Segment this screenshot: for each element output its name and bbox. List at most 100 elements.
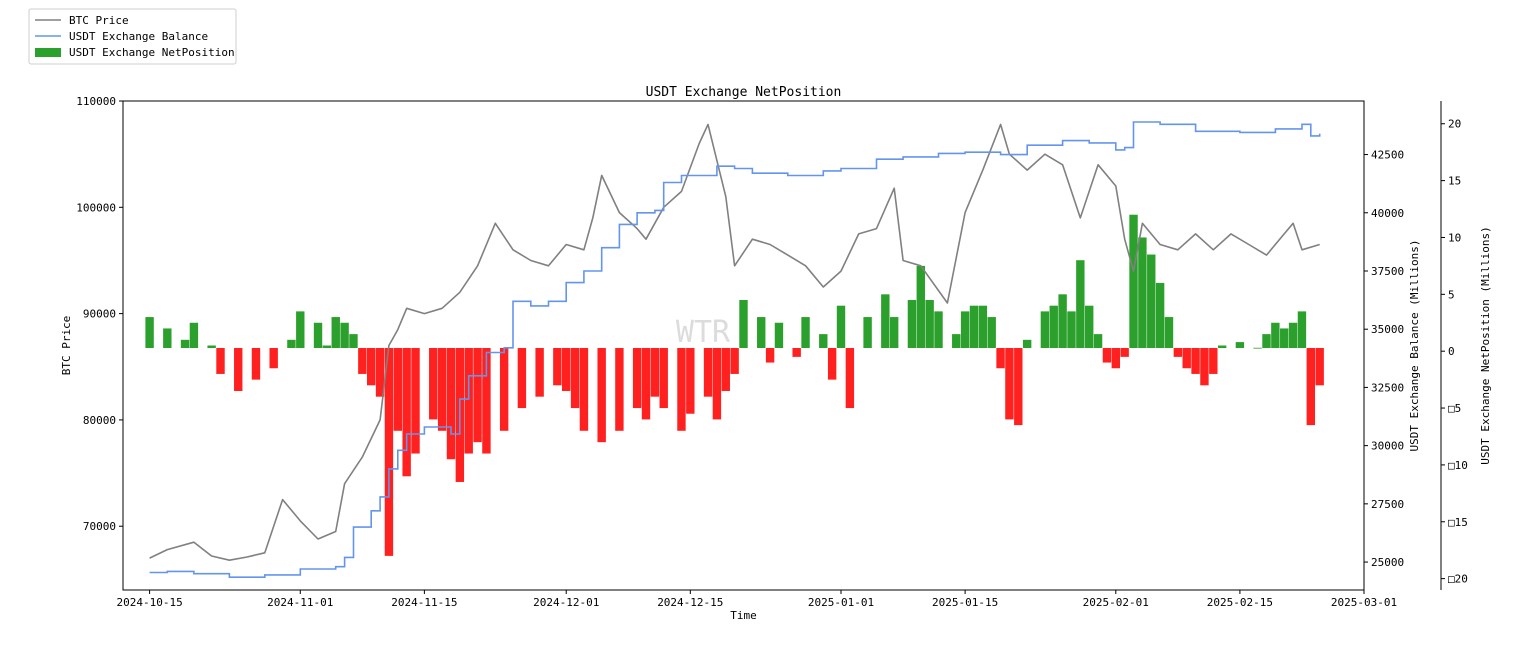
legend-label-1: USDT Exchange Balance: [69, 30, 208, 43]
netposition-bar-55: [819, 334, 828, 348]
netposition-bar-20: [393, 348, 402, 431]
x-axis-label: Time: [730, 609, 757, 622]
netposition-bar-86: [1138, 237, 1147, 348]
netposition-bar-64: [925, 300, 934, 348]
netposition-bar-9: [287, 339, 296, 348]
netposition-bar-2: [180, 339, 190, 348]
netposition-bar-24: [437, 348, 447, 431]
chart-title: USDT Exchange NetPosition: [646, 85, 842, 100]
legend-label-0: BTC Price: [69, 14, 129, 27]
netposition-bar-16: [358, 348, 367, 374]
netposition-bar-96: [1235, 342, 1245, 348]
netposition-bar-101: [1288, 322, 1298, 348]
netposition-bar-34: [562, 348, 571, 391]
netposition-bar-104: [1315, 348, 1324, 386]
y-right1-tick-label-1: 27500: [1371, 498, 1404, 511]
netposition-bar-42: [659, 348, 668, 409]
chart-labels: WTR USDT Exchange NetPosition Time BTC Pric…: [60, 85, 1492, 622]
netposition-bar-36: [579, 348, 589, 431]
y-left-tick-label-4: 110000: [76, 95, 116, 108]
netposition-bar-98: [1262, 334, 1271, 348]
netposition-bar-82: [1102, 348, 1112, 363]
netposition-bar-70: [987, 317, 996, 348]
netposition-bar-37: [597, 348, 606, 443]
netposition-bar-72: [1005, 348, 1014, 420]
series-lines: [149, 121, 1321, 579]
y-right2-axis-label: USDT Exchange NetPosition (Millions): [1479, 226, 1492, 464]
netposition-bar-11: [313, 322, 323, 348]
x-tick-label-6: 2025-01-15: [932, 596, 998, 609]
netposition-bar-6: [234, 348, 243, 391]
netposition-bar-7: [251, 348, 261, 380]
netposition-bar-65: [934, 311, 943, 348]
netposition-bar-22: [411, 348, 420, 454]
plot-frame: [122, 100, 1365, 591]
netposition-bar-45: [703, 348, 713, 397]
netposition-bar-54: [801, 317, 810, 348]
netposition-bar-57: [836, 305, 846, 348]
y-right2-tick-label-3: 5: [1448, 288, 1455, 301]
y-right2-tick-label-5: □5: [1448, 402, 1461, 415]
netposition-bar-102: [1297, 311, 1307, 348]
y-right1-tick-label-2: 30000: [1371, 440, 1404, 453]
netposition-bar-17: [367, 348, 376, 386]
netposition-bar-13: [331, 317, 340, 348]
legend: BTC Price USDT Exchange Balance USDT Excha…: [28, 8, 237, 65]
x-tick-label-0: 2024-10-15: [116, 596, 182, 609]
netposition-bar-75: [1040, 311, 1050, 348]
netposition-bar-73: [1014, 348, 1023, 426]
netposition-bar-79: [1076, 260, 1085, 348]
netposition-bar-28: [473, 348, 482, 443]
netposition-bar-46: [712, 348, 722, 420]
y-left-tick-label-2: 90000: [83, 308, 116, 321]
y-right1-tick-label-0: 25000: [1371, 556, 1404, 569]
netposition-bar-66: [952, 334, 961, 348]
netposition-bar-30: [499, 348, 509, 431]
x-tick-label-4: 2024-12-15: [657, 596, 723, 609]
netposition-bar-60: [881, 294, 890, 348]
y-right1-tick-label-4: 35000: [1371, 323, 1404, 336]
netposition-bar-14: [340, 322, 349, 348]
y-right2-tick-label-7: □15: [1448, 516, 1468, 529]
netposition-bars: [145, 214, 1324, 556]
netposition-bar-62: [907, 300, 917, 348]
netposition-bar-4: [207, 345, 216, 348]
netposition-bar-27: [464, 348, 473, 454]
netposition-bar-47: [721, 348, 730, 391]
netposition-bar-83: [1111, 348, 1120, 369]
x-tick-label-3: 2024-12-01: [533, 596, 599, 609]
netposition-bar-71: [996, 348, 1005, 369]
netposition-bar-51: [765, 348, 775, 363]
netposition-bar-87: [1147, 254, 1156, 348]
netposition-bar-61: [889, 317, 899, 348]
netposition-bar-1: [163, 328, 172, 348]
netposition-bar-68: [969, 305, 979, 348]
netposition-bar-23: [429, 348, 438, 420]
legend-label-2: USDT Exchange NetPosition: [69, 46, 235, 59]
netposition-bar-85: [1129, 214, 1138, 348]
netposition-bar-90: [1173, 348, 1183, 357]
y-left-tick-label-1: 80000: [83, 414, 116, 427]
netposition-bar-50: [757, 317, 766, 348]
x-tick-label-8: 2025-02-15: [1207, 596, 1273, 609]
netposition-bar-19: [384, 348, 394, 556]
legend-box: [28, 8, 237, 65]
netposition-bar-44: [686, 348, 695, 414]
netposition-bar-59: [863, 317, 872, 348]
netposition-bar-8: [269, 348, 278, 369]
netposition-bar-15: [349, 334, 358, 348]
netposition-bar-88: [1155, 282, 1165, 348]
legend-swatch-2: [35, 48, 61, 57]
y-right2-tick-label-4: 0: [1448, 345, 1455, 358]
y-right1-tick-label-3: 32500: [1371, 381, 1404, 394]
netposition-bar-43: [677, 348, 686, 431]
y-right1-axis-label: USDT Exchange Balance (Millions): [1408, 240, 1421, 452]
y-right1-tick-label-7: 42500: [1371, 149, 1404, 162]
y-right2-tick-label-1: 15: [1448, 175, 1461, 188]
netposition-bar-99: [1271, 322, 1280, 348]
netposition-bar-49: [739, 300, 748, 348]
y-right1-tick-label-5: 37500: [1371, 265, 1404, 278]
netposition-bar-81: [1093, 334, 1103, 348]
netposition-bar-52: [774, 322, 784, 348]
netposition-bar-58: [845, 348, 855, 409]
